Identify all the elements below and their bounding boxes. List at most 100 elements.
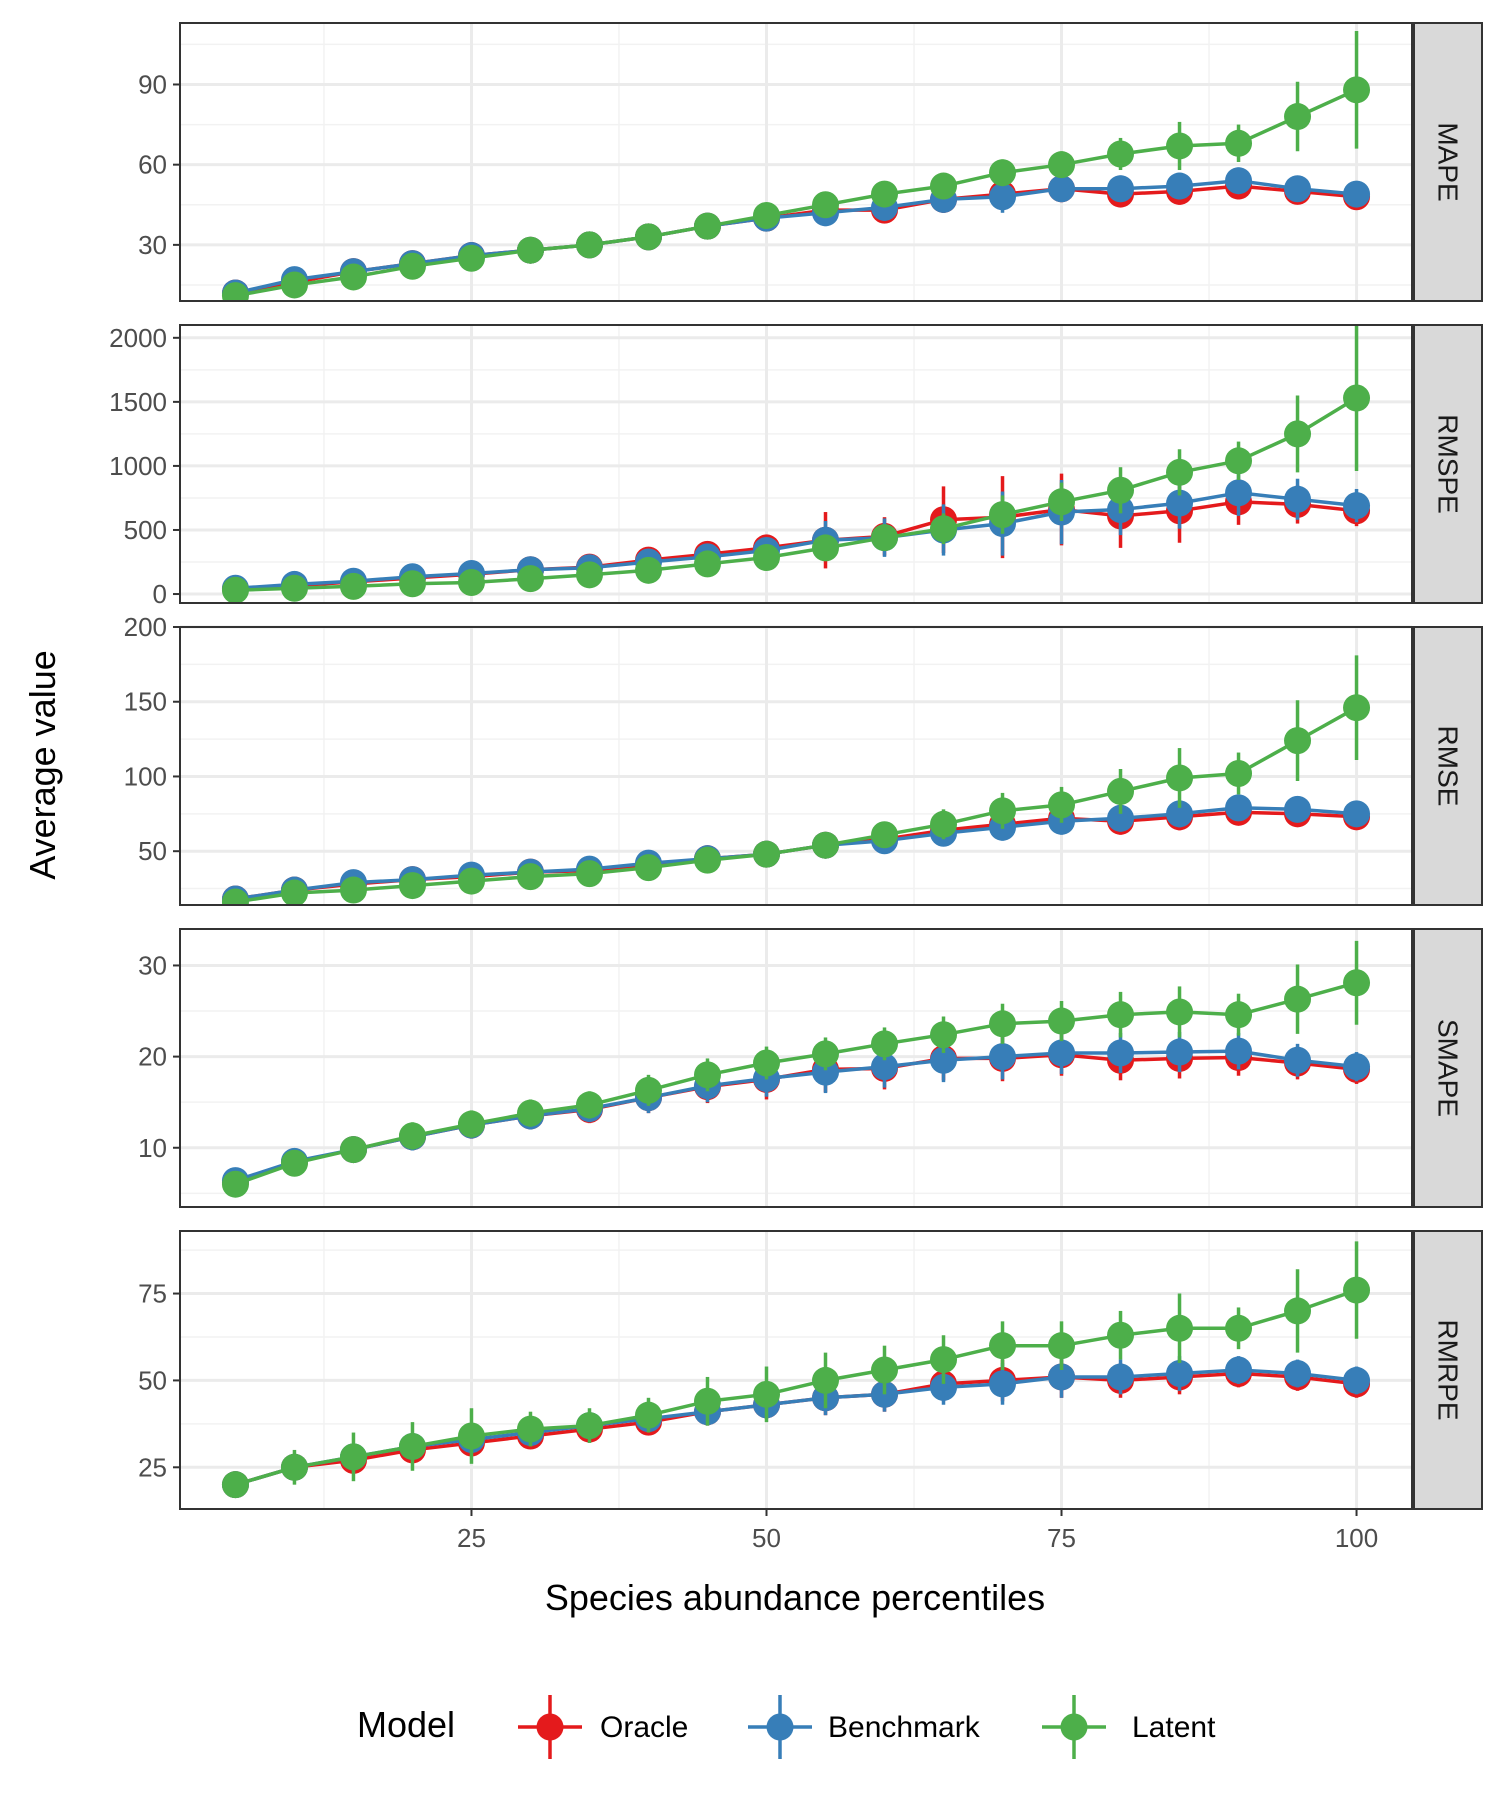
data-point (221, 1471, 249, 1499)
panel-data (221, 31, 1371, 301)
data-point (752, 840, 780, 868)
facet-strip-label: SMAPE (1433, 1019, 1464, 1117)
panel-border (179, 1230, 1413, 1510)
data-point (871, 1356, 899, 1384)
facet-panel-mape: 30 60 90 MAPE (138, 22, 1483, 302)
data-point (457, 1110, 485, 1138)
data-point (1166, 1314, 1194, 1342)
facet-strip (1413, 928, 1483, 1208)
data-point (1107, 1039, 1135, 1067)
facet-strip (1413, 324, 1483, 604)
data-point (1107, 804, 1135, 832)
data-point (1048, 488, 1076, 516)
panel-border (179, 928, 1413, 1208)
series-latent (221, 31, 1371, 301)
data-point (339, 572, 367, 600)
y-tick-label: 100 (124, 761, 167, 791)
data-point (871, 180, 899, 208)
series-latent (221, 325, 1371, 603)
y-tick-label: 30 (138, 230, 167, 260)
data-point (1166, 458, 1194, 486)
legend-key-point (536, 1713, 564, 1741)
data-point (693, 1061, 721, 1089)
data-point (575, 1091, 603, 1119)
x-tick-label: 25 (457, 1523, 486, 1553)
data-point (812, 831, 840, 859)
data-point (1166, 132, 1194, 160)
data-point (1107, 1001, 1135, 1029)
y-tick-label: 25 (138, 1452, 167, 1482)
legend: Model Oracle Benchmark Latent (357, 1695, 1216, 1759)
facet-strip (1413, 1230, 1483, 1510)
data-point (693, 550, 721, 578)
panel-border (179, 324, 1413, 604)
data-point (930, 1021, 958, 1049)
data-point (989, 1010, 1017, 1038)
y-tick-label: 30 (138, 950, 167, 980)
data-point (1225, 447, 1253, 475)
data-point (1107, 1363, 1135, 1391)
data-point (871, 524, 899, 552)
data-point (634, 854, 662, 882)
data-point (457, 569, 485, 597)
data-point (398, 1432, 426, 1460)
facet-panels: 30 60 90 MAPE 0 500 1000 1500 2000 RMSPE 50 100 150 2… (109, 22, 1483, 1553)
panel-border (179, 626, 1413, 906)
data-point (1107, 777, 1135, 805)
data-point (1284, 1046, 1312, 1074)
y-tick-label: 60 (138, 150, 167, 180)
y-tick-label: 10 (138, 1133, 167, 1163)
data-point (1343, 969, 1371, 997)
data-point (339, 1443, 367, 1471)
data-point (1284, 175, 1312, 203)
data-point (280, 1453, 308, 1481)
x-tick-label: 100 (1335, 1523, 1378, 1553)
data-point (516, 565, 544, 593)
legend-key-point (766, 1713, 794, 1741)
data-point (1166, 1359, 1194, 1387)
facet-panel-smape: 10 20 30 SMAPE (138, 928, 1483, 1208)
y-tick-label: 50 (138, 1365, 167, 1395)
data-point (1048, 791, 1076, 819)
data-point (1048, 151, 1076, 179)
y-tick-label: 1500 (109, 387, 167, 417)
data-point (1284, 103, 1312, 131)
data-point (634, 1401, 662, 1429)
data-point (1343, 800, 1371, 828)
data-point (1284, 795, 1312, 823)
series-latent (221, 1241, 1371, 1499)
data-point (752, 1380, 780, 1408)
data-point (812, 534, 840, 562)
data-point (1343, 180, 1371, 208)
data-point (930, 515, 958, 543)
data-point (1048, 1363, 1076, 1391)
data-point (1343, 384, 1371, 412)
panel-data (221, 1241, 1371, 1499)
facet-strip-label: RMRPE (1433, 1319, 1464, 1420)
facet-strip (1413, 626, 1483, 906)
panel-border (179, 22, 1413, 302)
data-point (989, 183, 1017, 211)
data-point (1343, 1366, 1371, 1394)
legend-label: Benchmark (828, 1711, 981, 1744)
facet-strip-label: RMSE (1433, 726, 1464, 807)
data-point (930, 172, 958, 200)
panel-data (221, 325, 1371, 603)
data-point (989, 1332, 1017, 1360)
data-point (516, 1099, 544, 1127)
facet-panel-rmspe: 0 500 1000 1500 2000 RMSPE (109, 323, 1483, 609)
data-point (1166, 998, 1194, 1026)
data-point (280, 271, 308, 299)
data-point (930, 1046, 958, 1074)
facet-panel-rmse: 50 100 150 200 RMSE (124, 612, 1483, 906)
data-point (1107, 175, 1135, 203)
panel-data (221, 940, 1371, 1198)
legend-item-oracle: Oracle (518, 1695, 688, 1759)
data-point (930, 1373, 958, 1401)
data-point (871, 821, 899, 849)
data-point (516, 236, 544, 264)
data-point (1166, 764, 1194, 792)
data-point (1048, 1332, 1076, 1360)
